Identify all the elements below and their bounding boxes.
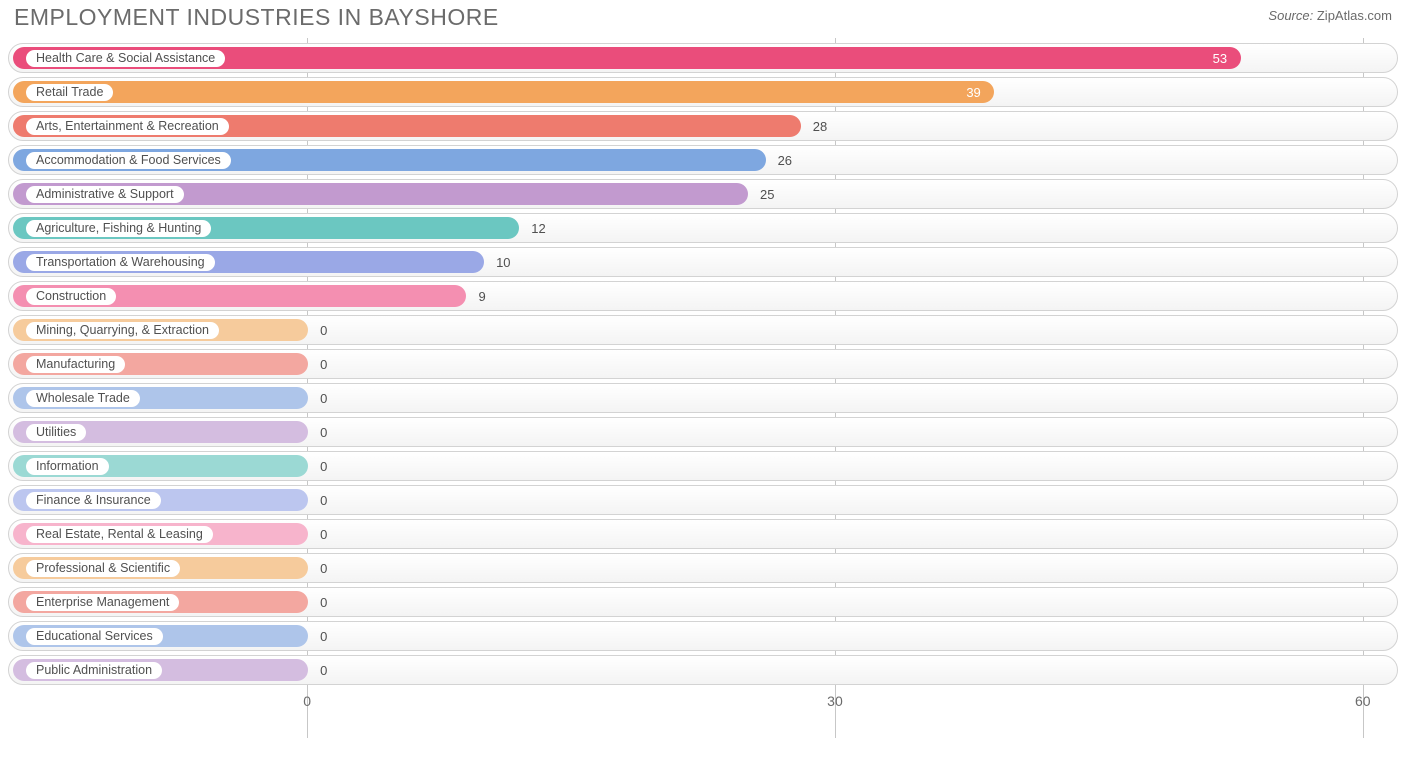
- bar-label-pill: Health Care & Social Assistance: [25, 49, 226, 68]
- source-label: Source:: [1268, 8, 1313, 23]
- x-tick-label: 60: [1355, 693, 1371, 709]
- x-tick-label: 0: [303, 693, 311, 709]
- bar-track: Real Estate, Rental & Leasing 0: [8, 519, 1398, 549]
- bar-track: Professional & Scientific 0: [8, 553, 1398, 583]
- bar-track: Construction 9: [8, 281, 1398, 311]
- chart-header: EMPLOYMENT INDUSTRIES IN BAYSHORE Source…: [8, 4, 1398, 38]
- bar-track: Mining, Quarrying, & Extraction 0: [8, 315, 1398, 345]
- bar-label-pill: Transportation & Warehousing: [25, 253, 216, 272]
- bar-track: Arts, Entertainment & Recreation 28: [8, 111, 1398, 141]
- chart-bars: Health Care & Social Assistance53Retail …: [8, 38, 1398, 685]
- bar-fill: [13, 81, 994, 103]
- bar-track: Agriculture, Fishing & Hunting 12: [8, 213, 1398, 243]
- bar-value: 25: [760, 180, 774, 210]
- bar-value: 0: [320, 384, 327, 414]
- bar-value: 28: [813, 112, 827, 142]
- bar-value: 0: [320, 316, 327, 346]
- bar-value: 0: [320, 418, 327, 448]
- bar-track: Health Care & Social Assistance 53: [8, 43, 1398, 73]
- bar-value: 0: [320, 554, 327, 584]
- bar-track: Manufacturing 0: [8, 349, 1398, 379]
- bar-label-pill: Public Administration: [25, 661, 163, 680]
- chart-container: EMPLOYMENT INDUSTRIES IN BAYSHORE Source…: [0, 0, 1406, 776]
- bar-label-pill: Wholesale Trade: [25, 389, 141, 408]
- bar-label-pill: Information: [25, 457, 110, 476]
- bar-label-pill: Construction: [25, 287, 117, 306]
- bar-track: Information 0: [8, 451, 1398, 481]
- bar-label-pill: Enterprise Management: [25, 593, 180, 612]
- chart-title: EMPLOYMENT INDUSTRIES IN BAYSHORE: [14, 4, 499, 31]
- bar-track: Accommodation & Food Services 26: [8, 145, 1398, 175]
- bar-value: 39: [966, 78, 1385, 108]
- chart-source: Source: ZipAtlas.com: [1268, 4, 1392, 23]
- bar-value: 0: [320, 452, 327, 482]
- source-value: ZipAtlas.com: [1317, 8, 1392, 23]
- bar-label-pill: Administrative & Support: [25, 185, 185, 204]
- bar-label-pill: Retail Trade: [25, 83, 114, 102]
- bar-track: Utilities 0: [8, 417, 1398, 447]
- chart-plot: Health Care & Social Assistance53Retail …: [8, 38, 1398, 738]
- bar-value: 0: [320, 520, 327, 550]
- bar-value: 0: [320, 622, 327, 652]
- bar-value: 9: [478, 282, 485, 312]
- bar-track: Transportation & Warehousing 10: [8, 247, 1398, 277]
- bar-label-pill: Finance & Insurance: [25, 491, 162, 510]
- bar-track: Educational Services 0: [8, 621, 1398, 651]
- bar-value: 0: [320, 588, 327, 618]
- bar-track: Retail Trade 39: [8, 77, 1398, 107]
- bar-label-pill: Manufacturing: [25, 355, 126, 374]
- bar-track: Public Administration 0: [8, 655, 1398, 685]
- bar-label-pill: Arts, Entertainment & Recreation: [25, 117, 230, 136]
- bar-label-pill: Utilities: [25, 423, 87, 442]
- bar-value: 0: [320, 350, 327, 380]
- bar-track: Finance & Insurance 0: [8, 485, 1398, 515]
- bar-value: 26: [778, 146, 792, 176]
- bar-label-pill: Mining, Quarrying, & Extraction: [25, 321, 220, 340]
- bar-track: Administrative & Support 25: [8, 179, 1398, 209]
- bar-value: 53: [1213, 44, 1385, 74]
- bar-label-pill: Professional & Scientific: [25, 559, 181, 578]
- bar-label-pill: Educational Services: [25, 627, 164, 646]
- bar-value: 12: [531, 214, 545, 244]
- bar-track: Enterprise Management 0: [8, 587, 1398, 617]
- x-tick-label: 30: [827, 693, 843, 709]
- bar-label-pill: Real Estate, Rental & Leasing: [25, 525, 214, 544]
- x-axis: 0 30 60: [8, 689, 1398, 717]
- bar-label-pill: Accommodation & Food Services: [25, 151, 232, 170]
- bar-value: 10: [496, 248, 510, 278]
- bar-value: 0: [320, 486, 327, 516]
- bar-track: Wholesale Trade 0: [8, 383, 1398, 413]
- bar-label-pill: Agriculture, Fishing & Hunting: [25, 219, 212, 238]
- bar-value: 0: [320, 656, 327, 686]
